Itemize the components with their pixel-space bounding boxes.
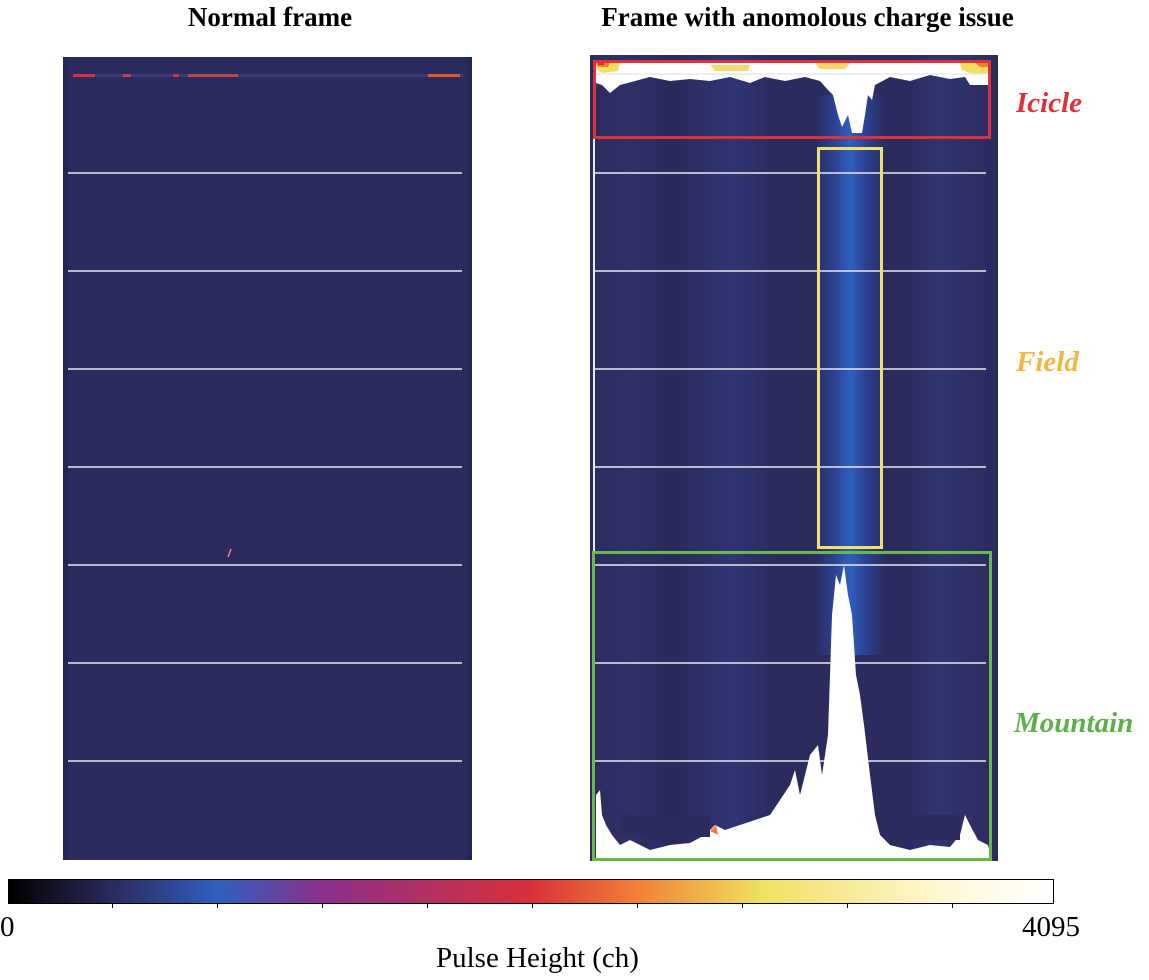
separator-lines [595, 73, 986, 762]
top-hot-row [73, 74, 463, 77]
mountain-region-box [592, 551, 992, 861]
normal-frame-image [63, 57, 472, 860]
frame-background [590, 55, 998, 861]
icicle-saturation [596, 63, 990, 133]
mountain-saturation [596, 565, 992, 861]
colorbar-axis-label: Pulse Height (ch) [436, 942, 639, 974]
charge-band [815, 95, 885, 655]
icicle-region-box [593, 60, 991, 139]
event-track [227, 548, 232, 558]
mountain-label: Mountain [1014, 707, 1134, 739]
separator-lines [68, 172, 462, 762]
pulse-height-colorbar [8, 879, 1054, 904]
icicle-label: Icicle [1016, 87, 1083, 119]
right-panel-title: Frame with anomolous charge issue [601, 2, 1014, 32]
anomalous-frame-image [590, 55, 998, 861]
field-region-box [817, 147, 883, 549]
colorbar-max-label: 4095 [1022, 911, 1080, 943]
field-label: Field [1016, 346, 1079, 378]
hot-pixels [73, 74, 95, 77]
left-panel-title: Normal frame [187, 2, 353, 32]
frame-background [63, 57, 472, 860]
colorbar-min-label: 0 [0, 911, 15, 943]
